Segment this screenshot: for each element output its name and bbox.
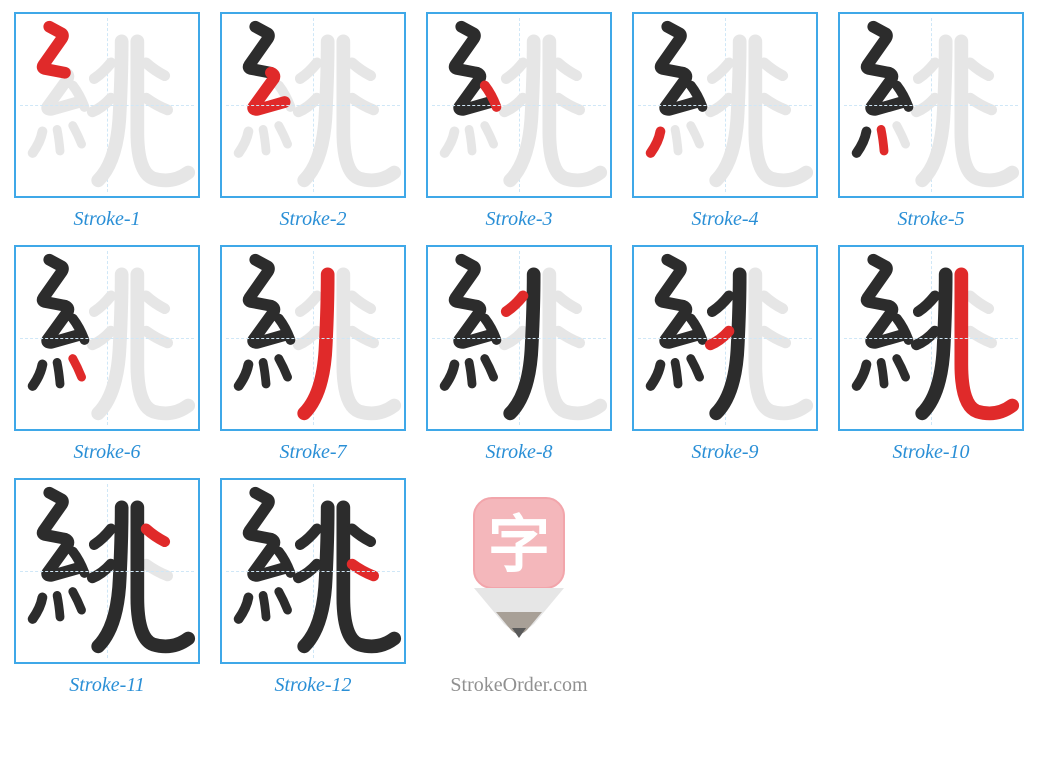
stroke-tile	[426, 245, 612, 431]
stroke-tile	[14, 478, 200, 664]
stroke-cell: Stroke-6	[14, 245, 200, 464]
stroke-caption: Stroke-5	[897, 208, 964, 231]
stroke-tile	[14, 245, 200, 431]
stroke-tile	[220, 12, 406, 198]
stroke-caption: Stroke-3	[485, 208, 552, 231]
stroke-caption: Stroke-10	[892, 441, 969, 464]
stroke-tile	[220, 245, 406, 431]
stroke-cell: Stroke-7	[220, 245, 406, 464]
stroke-cell: Stroke-10	[838, 245, 1024, 464]
stroke-cell: Stroke-12	[220, 478, 406, 697]
stroke-cell: Stroke-3	[426, 12, 612, 231]
stroke-caption: Stroke-2	[279, 208, 346, 231]
stroke-caption: Stroke-11	[69, 674, 145, 697]
stroke-cell: Stroke-1	[14, 12, 200, 231]
logo-char: 字	[488, 511, 550, 580]
stroke-caption: Stroke-6	[73, 441, 140, 464]
stroke-tile	[14, 12, 200, 198]
stroke-order-grid: Stroke-1 Stroke-2 Stroke-3 Stroke-4 Stroke-5…	[14, 12, 1036, 697]
attribution-text: StrokeOrder.com	[450, 674, 587, 697]
stroke-cell: Stroke-2	[220, 12, 406, 231]
stroke-cell: Stroke-4	[632, 12, 818, 231]
stroke-tile	[838, 12, 1024, 198]
stroke-caption: Stroke-1	[73, 208, 140, 231]
stroke-caption: Stroke-7	[279, 441, 346, 464]
stroke-tile	[838, 245, 1024, 431]
stroke-caption: Stroke-4	[691, 208, 758, 231]
site-logo: 字	[426, 478, 612, 664]
stroke-caption: Stroke-9	[691, 441, 758, 464]
attribution-cell: 字 StrokeOrder.com	[426, 478, 612, 697]
stroke-caption: Stroke-8	[485, 441, 552, 464]
stroke-caption: Stroke-12	[274, 674, 351, 697]
stroke-cell: Stroke-8	[426, 245, 612, 464]
stroke-tile	[426, 12, 612, 198]
stroke-cell: Stroke-11	[14, 478, 200, 697]
stroke-cell: Stroke-5	[838, 12, 1024, 231]
stroke-tile	[632, 245, 818, 431]
stroke-tile	[220, 478, 406, 664]
stroke-cell: Stroke-9	[632, 245, 818, 464]
stroke-tile	[632, 12, 818, 198]
